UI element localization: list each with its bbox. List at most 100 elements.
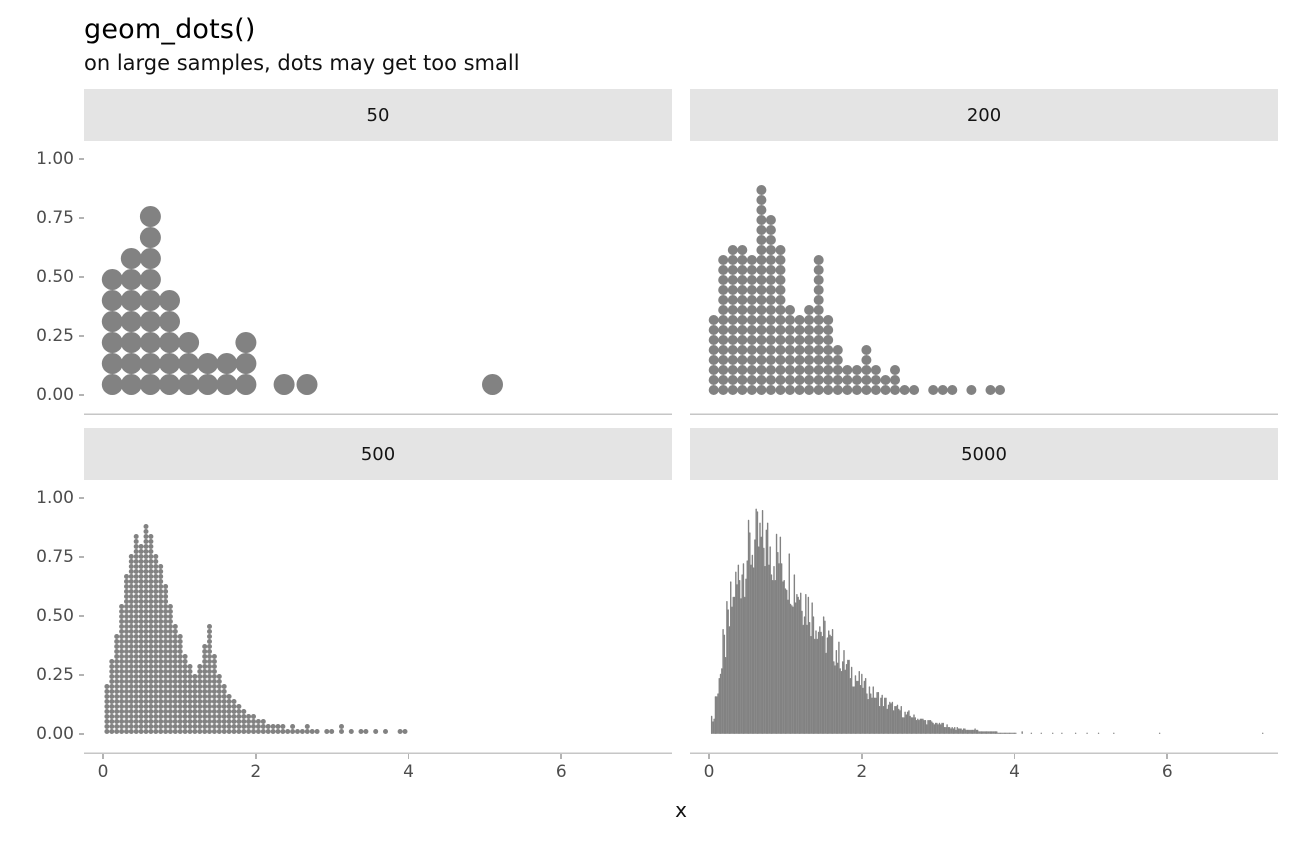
dot bbox=[211, 709, 217, 714]
dot bbox=[221, 704, 227, 709]
dot-column bbox=[931, 721, 933, 734]
dot bbox=[314, 729, 320, 734]
dot bbox=[870, 385, 881, 395]
dot bbox=[163, 584, 169, 589]
dot-column bbox=[970, 729, 972, 734]
dot-column bbox=[751, 554, 754, 734]
dot bbox=[143, 659, 149, 664]
dot bbox=[148, 609, 154, 614]
dot bbox=[143, 574, 149, 579]
dot bbox=[890, 375, 900, 385]
dot bbox=[120, 269, 142, 290]
dot-column bbox=[850, 666, 853, 734]
dot bbox=[236, 714, 242, 719]
dot bbox=[143, 564, 149, 569]
dot bbox=[765, 365, 776, 375]
dot bbox=[207, 629, 212, 634]
dot bbox=[785, 345, 795, 355]
dot bbox=[202, 714, 208, 719]
dot bbox=[153, 659, 159, 664]
dot-column bbox=[849, 678, 852, 734]
dot bbox=[119, 724, 125, 729]
dot bbox=[114, 674, 120, 679]
dot-column bbox=[960, 728, 962, 734]
dot bbox=[124, 579, 129, 584]
dot bbox=[202, 659, 208, 664]
dot bbox=[124, 639, 129, 644]
dot-column bbox=[741, 574, 743, 734]
dot bbox=[851, 365, 862, 375]
dot-column bbox=[1001, 732, 1003, 734]
dot bbox=[737, 305, 748, 315]
dot-column bbox=[731, 606, 733, 734]
dot bbox=[270, 724, 276, 729]
dot bbox=[104, 694, 110, 699]
dot bbox=[139, 206, 161, 227]
dot bbox=[177, 729, 183, 734]
dot bbox=[138, 614, 144, 619]
x-tick-label: 2 bbox=[856, 762, 868, 782]
dot bbox=[153, 594, 159, 599]
dot bbox=[182, 719, 188, 724]
dot bbox=[133, 574, 139, 579]
dot bbox=[221, 684, 227, 689]
dot bbox=[172, 689, 178, 694]
dot bbox=[143, 579, 149, 584]
dot bbox=[167, 729, 173, 734]
dot bbox=[226, 694, 232, 699]
dot-column bbox=[965, 729, 967, 734]
strip-label-5000: 5000 bbox=[961, 443, 1007, 465]
panel-gap bbox=[672, 428, 690, 480]
dot bbox=[785, 365, 795, 375]
dot bbox=[158, 639, 164, 644]
dot bbox=[133, 594, 139, 599]
dot bbox=[128, 639, 134, 644]
dot bbox=[153, 664, 159, 669]
dot-column bbox=[820, 631, 822, 734]
dot bbox=[202, 669, 208, 674]
dot bbox=[138, 694, 144, 699]
dot bbox=[235, 332, 257, 353]
dot bbox=[177, 694, 183, 699]
dot bbox=[158, 709, 164, 714]
y-axis-row1: 0.00 0.25 0.50 0.75 1.00 bbox=[10, 141, 84, 415]
dot bbox=[163, 709, 169, 714]
dot bbox=[182, 709, 188, 714]
dot bbox=[138, 714, 144, 719]
dot bbox=[143, 554, 149, 559]
dot bbox=[373, 729, 379, 734]
dot-column bbox=[834, 665, 836, 734]
panel-50 bbox=[84, 141, 672, 415]
dot bbox=[861, 375, 872, 385]
x-tick-mark bbox=[1166, 754, 1169, 759]
dot bbox=[133, 659, 139, 664]
dot-column bbox=[900, 706, 902, 734]
dot bbox=[119, 624, 125, 629]
dot bbox=[124, 649, 129, 654]
dot-column bbox=[752, 567, 755, 734]
dot bbox=[236, 704, 242, 709]
dot-column bbox=[1002, 732, 1004, 734]
dot-column bbox=[1052, 732, 1054, 734]
dot bbox=[163, 614, 169, 619]
dot bbox=[207, 649, 212, 654]
dot bbox=[251, 729, 256, 734]
dot bbox=[832, 375, 843, 385]
dot bbox=[153, 649, 159, 654]
dot bbox=[148, 709, 154, 714]
dot-column bbox=[1158, 732, 1161, 734]
dot bbox=[128, 719, 134, 724]
dot bbox=[128, 609, 134, 614]
dot bbox=[813, 325, 824, 335]
dot-column bbox=[760, 536, 762, 734]
dot bbox=[746, 305, 757, 315]
dot bbox=[124, 654, 129, 659]
gutter-spacer bbox=[10, 754, 84, 788]
dot-column bbox=[780, 563, 783, 734]
dot bbox=[756, 195, 767, 205]
dot-column bbox=[733, 596, 736, 734]
dot bbox=[143, 594, 149, 599]
dot bbox=[153, 724, 159, 729]
dot bbox=[211, 724, 217, 729]
